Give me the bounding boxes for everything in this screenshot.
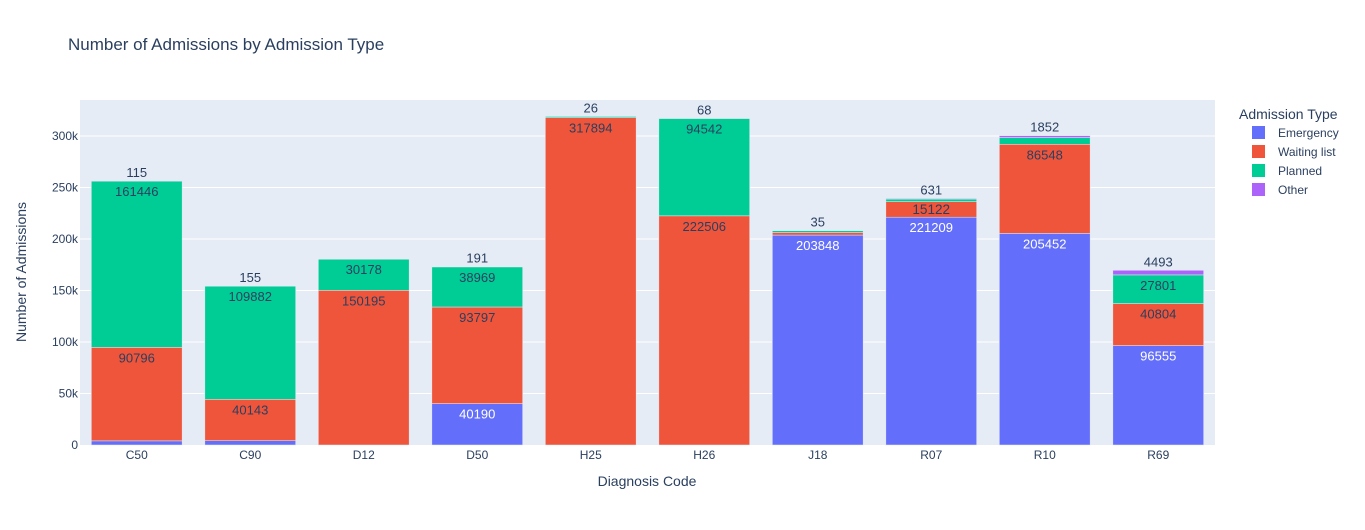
bar-emergency-r10	[999, 233, 1090, 445]
x-axis-title: Diagnosis Code	[598, 473, 697, 489]
y-tick-label: 200k	[52, 232, 79, 246]
bar-planned-r10	[999, 138, 1090, 145]
bar-emergency-c90	[205, 441, 296, 445]
y-tick-label: 100k	[52, 335, 79, 349]
y-tick-label: 150k	[52, 284, 79, 298]
bar-emergency-j18	[772, 235, 863, 445]
data-label: 40143	[232, 402, 268, 417]
legend-swatch	[1252, 145, 1265, 158]
legend-swatch	[1252, 126, 1265, 139]
bar-other-r10	[999, 136, 1090, 138]
bar-waiting-list-h26	[659, 216, 750, 445]
data-label: 191	[466, 251, 488, 266]
x-tick-label: J18	[808, 448, 828, 462]
data-label: 317894	[569, 121, 612, 136]
data-label: 222506	[683, 219, 726, 234]
bar-emergency-r07	[886, 217, 977, 445]
data-label: 150195	[342, 293, 385, 308]
bar-waiting-list-j18	[772, 232, 863, 235]
data-label: 40804	[1140, 307, 1176, 322]
x-tick-label: C50	[126, 448, 148, 462]
x-tick-label: D12	[353, 448, 375, 462]
bar-waiting-list-h25	[545, 118, 636, 445]
y-tick-label: 0	[71, 438, 78, 452]
x-tick-label: H26	[693, 448, 715, 462]
legend-entry[interactable]: Other	[1278, 183, 1308, 197]
data-label: 40190	[459, 407, 495, 422]
data-label: 109882	[229, 289, 272, 304]
data-label: 1852	[1030, 120, 1059, 135]
y-tick-label: 50k	[59, 387, 79, 401]
data-label: 27801	[1140, 278, 1176, 293]
legend-swatch	[1252, 183, 1265, 196]
data-label: 94542	[686, 121, 722, 136]
legend-entry[interactable]: Planned	[1278, 164, 1322, 178]
x-tick-label: H25	[580, 448, 602, 462]
x-tick-label: D50	[466, 448, 488, 462]
y-axis-title: Number of Admissions	[13, 202, 29, 342]
data-label: 203848	[796, 238, 839, 253]
x-tick-label: R07	[920, 448, 942, 462]
legend-entry[interactable]: Waiting list	[1278, 145, 1336, 159]
bar-other-r69	[1113, 270, 1204, 275]
x-tick-label: R10	[1034, 448, 1056, 462]
data-label: 161446	[115, 184, 158, 199]
legend-title: Admission Type	[1239, 106, 1338, 122]
data-label: 115	[126, 165, 147, 180]
data-label: 155	[239, 270, 261, 285]
x-tick-label: R69	[1147, 448, 1169, 462]
data-label: 4493	[1144, 254, 1173, 269]
data-label: 30178	[346, 262, 382, 277]
x-tick-label: C90	[239, 448, 261, 462]
data-label: 93797	[459, 310, 495, 325]
data-label: 90796	[119, 350, 155, 365]
legend-entry[interactable]: Emergency	[1278, 126, 1339, 140]
bar-planned-j18	[772, 231, 863, 233]
y-tick-label: 250k	[52, 181, 79, 195]
data-label: 68	[697, 102, 711, 117]
data-label: 35	[811, 215, 825, 230]
data-label: 205452	[1023, 236, 1066, 251]
data-label: 26	[584, 100, 598, 115]
data-label: 86548	[1027, 147, 1063, 162]
data-label: 631	[920, 182, 942, 197]
data-label: 221209	[910, 220, 953, 235]
y-tick-label: 300k	[52, 129, 79, 143]
data-label: 38969	[459, 270, 495, 285]
bar-other-r07	[886, 198, 977, 199]
legend-swatch	[1252, 164, 1265, 177]
bar-waiting-list-d12	[318, 290, 409, 445]
data-label: 15122	[912, 202, 950, 217]
bar-planned-c50	[91, 181, 182, 347]
bar-emergency-c50	[91, 441, 182, 445]
data-label: 96555	[1140, 349, 1176, 364]
chart-title: Number of Admissions by Admission Type	[68, 35, 384, 54]
